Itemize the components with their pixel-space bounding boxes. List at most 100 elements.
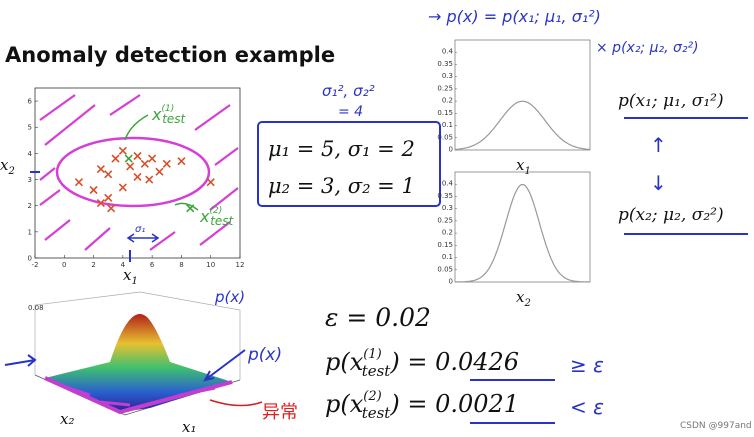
label-sub: 1 bbox=[524, 166, 530, 177]
result-text: ) = bbox=[389, 390, 435, 418]
surface-frame bbox=[34, 291, 241, 380]
data-point bbox=[96, 199, 105, 208]
data-point bbox=[148, 154, 157, 163]
product-note: × p(x₂; μ₂, σ₂²) bbox=[596, 40, 699, 56]
label-text: x bbox=[516, 288, 525, 306]
note-arrow bbox=[124, 114, 149, 141]
result-value: 0.0426 bbox=[435, 348, 519, 376]
surface-axis-label: x₁ bbox=[182, 418, 196, 436]
factor: p(x₁; μ₁, σ₁²) bbox=[618, 91, 724, 111]
compare-note: < ε bbox=[570, 395, 604, 419]
label-sub: 2 bbox=[7, 166, 14, 177]
note-text: x bbox=[151, 105, 162, 124]
result-sup: (2) bbox=[363, 389, 381, 404]
label-sub: 1 bbox=[131, 276, 137, 287]
anomaly-scribble bbox=[59, 383, 216, 407]
note-sup: (2) bbox=[209, 206, 222, 216]
y-axis-label: x2 bbox=[0, 156, 15, 177]
result-text: ) = bbox=[389, 348, 435, 376]
y-tick-label: 5 bbox=[28, 124, 32, 132]
x-tick-label: 8 bbox=[179, 261, 183, 269]
y-tick-label: 0 bbox=[449, 146, 453, 154]
param-value: 2 bbox=[400, 137, 414, 161]
y-tick-label: 4 bbox=[28, 150, 33, 158]
result-value: 0.0021 bbox=[435, 390, 519, 418]
data-point bbox=[111, 154, 120, 163]
pointer-arrow bbox=[4, 354, 37, 367]
test-point bbox=[186, 204, 195, 213]
label-text: x bbox=[516, 156, 525, 174]
spread-arrow bbox=[126, 233, 160, 243]
red-arrow bbox=[209, 399, 263, 407]
y-tick-label: 2 bbox=[28, 202, 32, 210]
pdf-plots: 0 0.05 0.1 0.15 0.2 0.25 0.3 0.35 0.4 0 0.05 0.1 0.1… bbox=[437, 39, 591, 286]
result-text: p(x bbox=[325, 348, 364, 376]
spread-note: σ₁ bbox=[135, 224, 145, 235]
epsilon: ε = 0.02 bbox=[325, 303, 431, 332]
z-tick-label: 0.08 bbox=[28, 304, 44, 312]
data-point bbox=[140, 159, 149, 168]
px-note: p(x) bbox=[214, 288, 245, 306]
x-tick-label: 6 bbox=[150, 261, 155, 269]
y-tick-label: 0.2 bbox=[442, 97, 453, 105]
data-point bbox=[177, 157, 186, 166]
test-note: x(1) test bbox=[151, 104, 187, 126]
y-tick-label: 0.25 bbox=[437, 216, 453, 224]
red-note: 异常 bbox=[262, 402, 298, 423]
param-text: , σ₂ = bbox=[334, 174, 401, 198]
y-tick-label: 0.3 bbox=[442, 72, 453, 80]
data-point bbox=[162, 159, 171, 168]
param-line: μ₁ = 5, σ₁ = 2 bbox=[268, 137, 415, 161]
params-box bbox=[257, 121, 441, 207]
note-text: x bbox=[199, 207, 210, 226]
data-point bbox=[133, 151, 142, 161]
hatch bbox=[39, 94, 239, 251]
px-note: p(x) bbox=[247, 345, 282, 365]
y-tick-label: 0.15 bbox=[437, 109, 453, 117]
y-tick-label: 0.05 bbox=[437, 265, 453, 273]
result-sup: (1) bbox=[363, 347, 381, 362]
y-tick-label: 0.1 bbox=[442, 253, 453, 261]
result-sub: test bbox=[362, 362, 392, 380]
x-tick-label: 0 bbox=[62, 261, 66, 269]
x-tick-label: 4 bbox=[121, 261, 126, 269]
y-tick-label: 0 bbox=[449, 278, 453, 286]
note-sub: test bbox=[210, 214, 234, 228]
x-tick-label: 12 bbox=[236, 261, 245, 269]
y-tick-label: 0.3 bbox=[442, 204, 453, 212]
data-point bbox=[104, 193, 113, 202]
param-text: , σ₁ = bbox=[334, 137, 401, 161]
data-point bbox=[206, 178, 215, 187]
normal-region bbox=[55, 136, 211, 208]
data-point bbox=[126, 162, 135, 171]
y-tick-label: 0.1 bbox=[442, 121, 453, 129]
product-note: → p(x) = p(x₁; μ₁, σ₁²) bbox=[428, 7, 601, 26]
data-point bbox=[145, 175, 154, 184]
y-tick-label: 0.4 bbox=[442, 180, 454, 188]
pdf-x-label: x1 bbox=[516, 156, 531, 177]
y-tick-label: 1 bbox=[28, 228, 32, 236]
y-tick-label: 0.35 bbox=[437, 60, 453, 68]
arrow-note: ↓ bbox=[650, 171, 667, 195]
scatter-plot: x2 x1 σ₁ x(1) test x(2) test -2 0 2 4 6 8 10 1201… bbox=[0, 87, 245, 287]
variance-note: σ₁², σ₂² bbox=[322, 82, 375, 100]
test-point bbox=[124, 154, 133, 163]
arrow-note: ↑ bbox=[650, 133, 667, 157]
param-line: μ₂ = 3, σ₂ = 1 bbox=[268, 174, 415, 198]
pdf-curve bbox=[454, 100, 591, 151]
surface-plot: 0.08 x₂ x₁ p(x) p(x) 异常 bbox=[4, 288, 298, 436]
note-arrow bbox=[174, 202, 199, 211]
result-text: p(x bbox=[325, 390, 364, 418]
pdf-x-label: x2 bbox=[516, 288, 531, 309]
pdf-frame bbox=[454, 39, 591, 151]
data-point bbox=[118, 146, 127, 155]
param-text: μ₁ = bbox=[268, 137, 321, 161]
pdf-frame bbox=[454, 171, 591, 283]
compare-note: ≥ ε bbox=[570, 353, 604, 377]
param-value: 3 bbox=[321, 174, 334, 198]
y-tick-label: 0.25 bbox=[437, 84, 453, 92]
y-tick-label: 0.15 bbox=[437, 241, 453, 249]
y-tick-label: 3 bbox=[28, 176, 32, 184]
y-tick-label: 0.4 bbox=[442, 48, 454, 56]
